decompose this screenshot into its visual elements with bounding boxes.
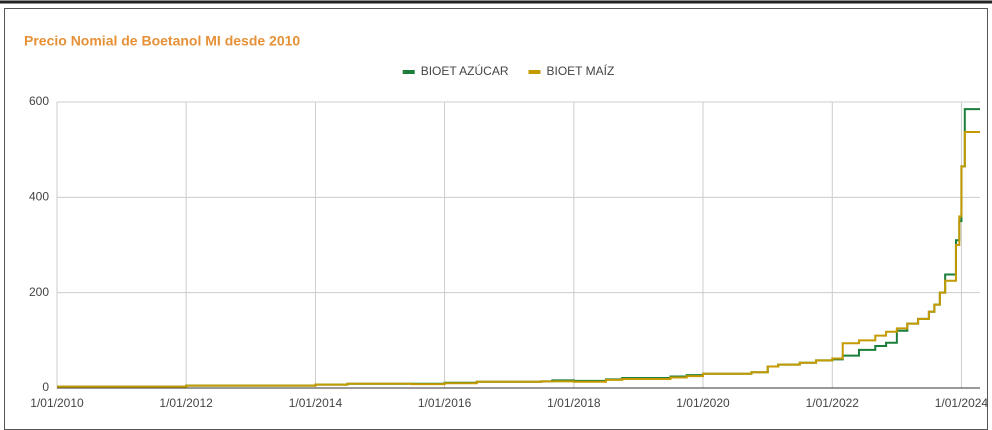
x-tick-label: 1/01/2024 <box>935 396 989 410</box>
y-tick-label: 0 <box>42 380 49 394</box>
x-tick-label: 1/01/2010 <box>30 396 84 410</box>
x-tick-label: 1/01/2016 <box>418 396 472 410</box>
legend-label: BIOET AZÚCAR <box>421 63 509 78</box>
x-tick-label: 1/01/2014 <box>289 396 343 410</box>
x-tick-label: 1/01/2022 <box>806 396 860 410</box>
chart-title: Precio Nomial de Boetanol MI desde 2010 <box>24 33 300 49</box>
x-tick-label: 1/01/2020 <box>676 396 730 410</box>
y-tick-label: 400 <box>29 190 49 204</box>
y-tick-label: 200 <box>29 285 49 299</box>
series-line <box>57 131 980 388</box>
y-tick-label: 600 <box>29 94 49 108</box>
x-tick-label: 1/01/2012 <box>159 396 213 410</box>
x-tick-label: 1/01/2018 <box>547 396 601 410</box>
legend-label: BIOET MAÍZ <box>547 63 615 78</box>
